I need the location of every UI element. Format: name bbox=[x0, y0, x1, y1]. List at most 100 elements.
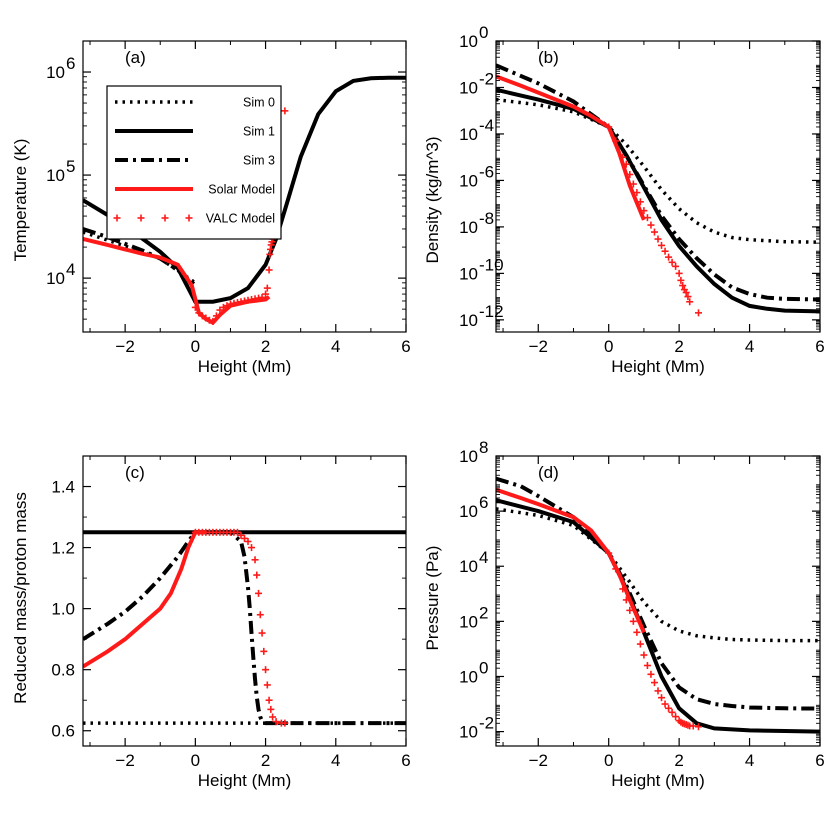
y-tick-label: 10 bbox=[459, 32, 478, 51]
y-tick-label: 10 bbox=[46, 269, 65, 288]
y-axis-label: Density (kg/m^3) bbox=[423, 136, 442, 263]
y-tick-label: 10 bbox=[459, 218, 478, 237]
panel-label: (c) bbox=[125, 463, 145, 482]
valc-point bbox=[626, 606, 634, 614]
valc-point bbox=[202, 314, 210, 322]
series-valc-model bbox=[191, 528, 289, 727]
y-tick-exponent: 8 bbox=[479, 438, 488, 457]
x-tick-label: 2 bbox=[261, 751, 270, 770]
valc-point bbox=[605, 549, 613, 557]
x-tick-label: 0 bbox=[604, 337, 613, 356]
valc-point bbox=[695, 309, 702, 317]
x-tick-label: −2 bbox=[529, 751, 548, 770]
legend-label: Sim 1 bbox=[243, 125, 275, 139]
valc-point bbox=[658, 241, 666, 249]
y-tick-label: 10 bbox=[459, 447, 478, 466]
valc-point bbox=[262, 666, 270, 674]
x-tick-label: 2 bbox=[674, 337, 683, 356]
series-sim-1 bbox=[83, 75, 406, 304]
valc-point bbox=[281, 107, 289, 115]
valc-point bbox=[679, 282, 687, 290]
valc-point bbox=[675, 269, 683, 277]
x-axis-label: Height (Mm) bbox=[611, 771, 705, 790]
y-tick-exponent: 5 bbox=[66, 157, 75, 176]
valc-point bbox=[672, 262, 680, 270]
valc-point bbox=[636, 640, 644, 648]
series-sim-1 bbox=[496, 87, 820, 314]
valc-point bbox=[619, 153, 627, 161]
x-tick-label: 6 bbox=[401, 337, 410, 356]
valc-point bbox=[253, 571, 261, 579]
y-axis-label: Reduced mass/proton mass bbox=[11, 492, 30, 704]
y-tick-label: 10 bbox=[459, 667, 478, 686]
x-axis-label: Height (Mm) bbox=[198, 771, 292, 790]
series-sim-1 bbox=[496, 498, 820, 734]
valc-point bbox=[636, 198, 644, 206]
y-tick-exponent: -6 bbox=[479, 162, 494, 181]
valc-point bbox=[237, 531, 245, 539]
y-tick-exponent: 6 bbox=[479, 493, 488, 512]
panel-label: (b) bbox=[538, 48, 559, 67]
plot-frame bbox=[82, 455, 407, 747]
valc-point bbox=[640, 207, 648, 215]
series-sim-3 bbox=[496, 476, 820, 711]
legend: Sim 0 Sim 1 Sim 3 Solar Model VALC Model bbox=[106, 85, 282, 240]
valc-point bbox=[622, 160, 630, 168]
legend-item-solar-model: Solar Model bbox=[115, 183, 275, 197]
x-tick-label: 6 bbox=[815, 751, 824, 770]
y-tick-label: 0.6 bbox=[51, 722, 75, 741]
valc-point bbox=[216, 306, 224, 314]
x-tick-label: 4 bbox=[331, 337, 340, 356]
valc-point bbox=[654, 687, 662, 695]
y-tick-label: 10 bbox=[459, 264, 478, 283]
y-tick-label: 0.8 bbox=[51, 661, 75, 680]
valc-point bbox=[258, 629, 266, 637]
valc-point bbox=[258, 293, 266, 301]
valc-point bbox=[626, 170, 634, 178]
y-tick-label: 10 bbox=[459, 612, 478, 631]
valc-point bbox=[267, 705, 275, 713]
valc-point bbox=[665, 704, 673, 712]
valc-point bbox=[622, 596, 630, 604]
series-sim-3 bbox=[496, 63, 820, 302]
valc-point bbox=[619, 585, 627, 593]
series-sim-0 bbox=[83, 230, 197, 285]
panel-label: (a) bbox=[125, 48, 146, 67]
y-tick-exponent: 4 bbox=[66, 260, 75, 279]
valc-point bbox=[191, 303, 199, 311]
x-tick-label: −2 bbox=[529, 337, 548, 356]
valc-point bbox=[281, 719, 289, 727]
y-tick-exponent: -2 bbox=[479, 714, 494, 733]
x-axis-label: Height (Mm) bbox=[198, 357, 292, 376]
valc-point bbox=[668, 258, 676, 266]
x-tick-label: 0 bbox=[604, 751, 613, 770]
plot-area bbox=[83, 528, 406, 727]
valc-point bbox=[612, 565, 620, 573]
valc-point bbox=[650, 228, 658, 236]
series-valc-model bbox=[605, 123, 702, 317]
valc-point bbox=[695, 723, 702, 731]
y-tick-exponent: 0 bbox=[479, 23, 488, 42]
valc-point bbox=[223, 302, 231, 310]
x-tick-label: 2 bbox=[674, 751, 683, 770]
x-tick-label: 0 bbox=[191, 751, 200, 770]
valc-point bbox=[212, 312, 220, 320]
y-tick-exponent: 0 bbox=[479, 658, 488, 677]
x-tick-label: 6 bbox=[401, 751, 410, 770]
valc-point bbox=[658, 694, 666, 702]
valc-point bbox=[643, 214, 651, 222]
valc-point bbox=[647, 670, 655, 678]
valc-point bbox=[668, 708, 676, 716]
valc-point bbox=[233, 528, 241, 536]
valc-point bbox=[262, 290, 270, 298]
valc-point bbox=[661, 700, 669, 708]
valc-point bbox=[629, 180, 637, 188]
legend-box bbox=[106, 85, 282, 240]
valc-point bbox=[251, 556, 259, 564]
y-tick-exponent: -4 bbox=[479, 116, 494, 135]
y-tick-exponent: 4 bbox=[479, 548, 488, 567]
panel-label: (d) bbox=[538, 463, 559, 482]
x-tick-label: 0 bbox=[191, 337, 200, 356]
